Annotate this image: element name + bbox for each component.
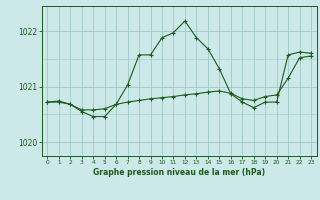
X-axis label: Graphe pression niveau de la mer (hPa): Graphe pression niveau de la mer (hPa) [93, 168, 265, 177]
